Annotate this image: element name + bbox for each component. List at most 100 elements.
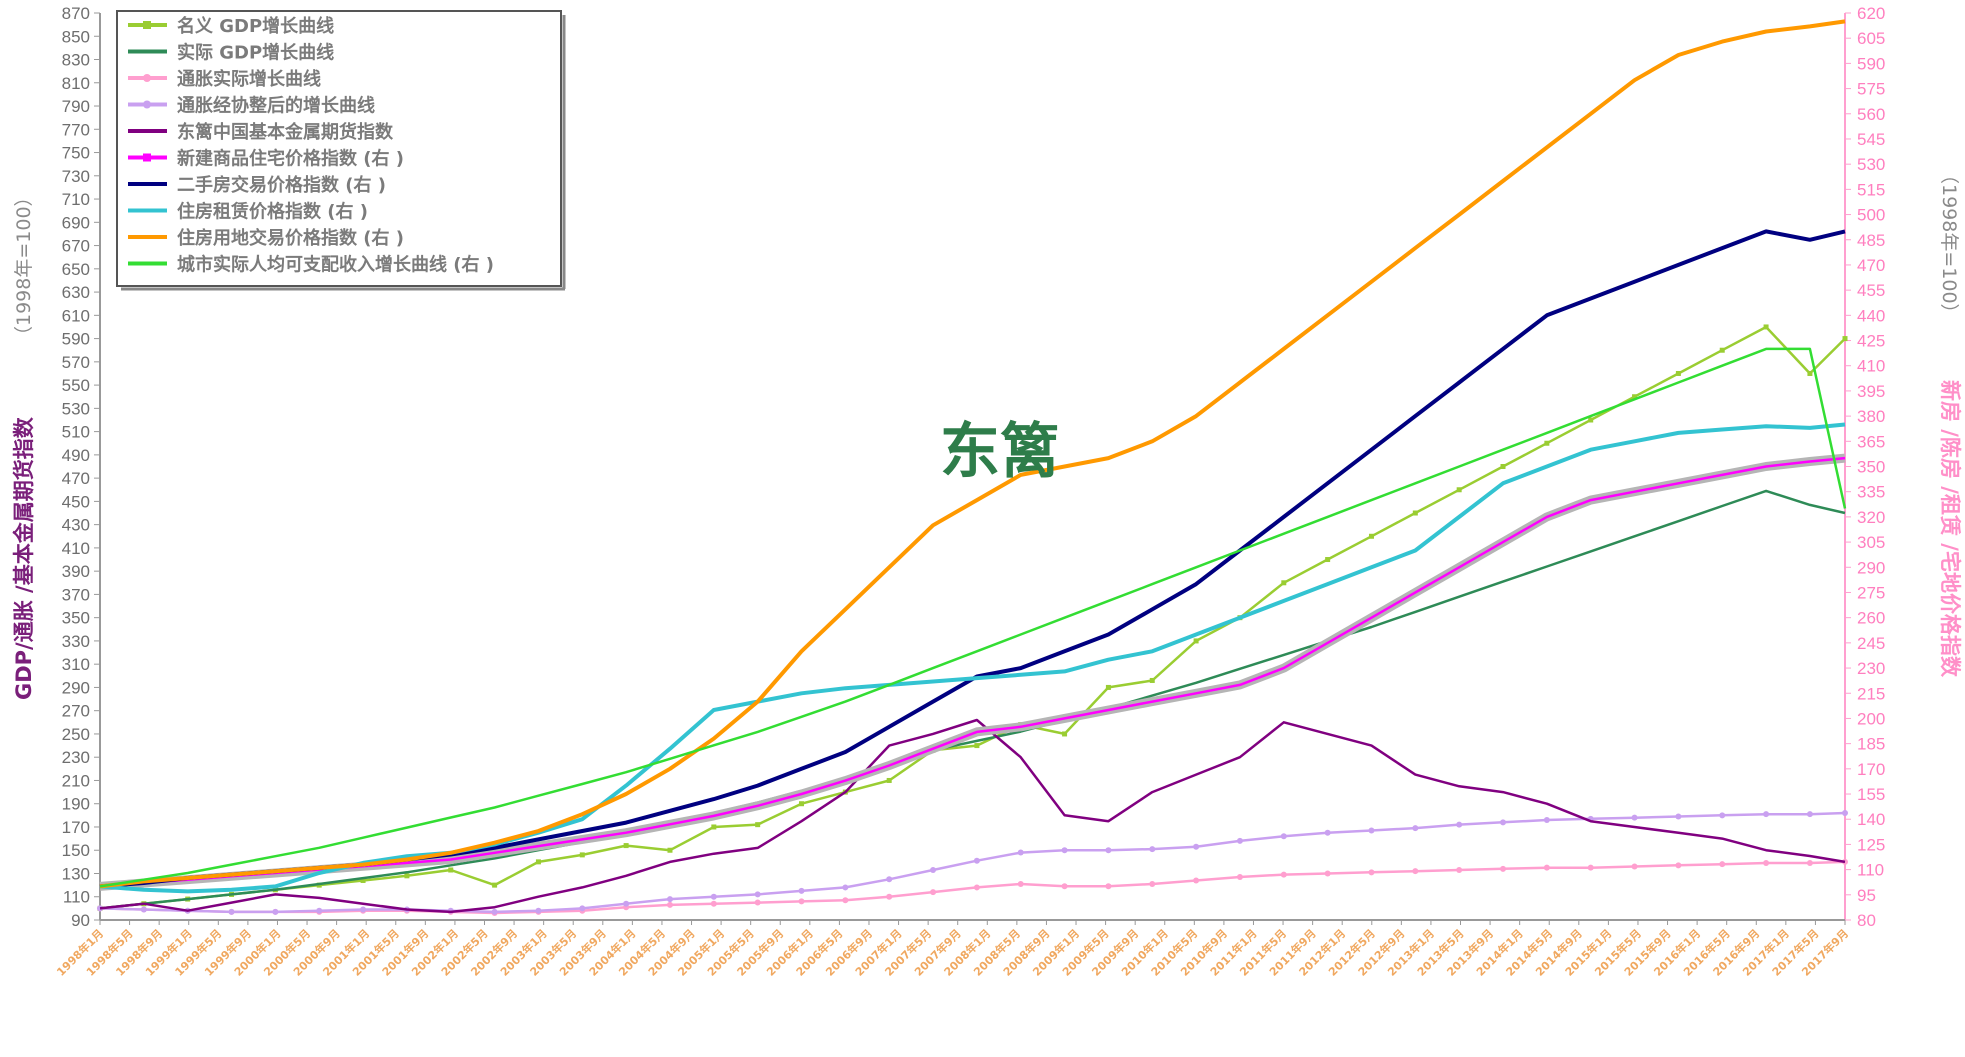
left-axis-title-text: GDP/通胀 /基本金属期货指数	[12, 416, 36, 700]
series-line	[99, 229, 1846, 889]
left-axis-title: GDP/通胀 /基本金属期货指数	[12, 416, 36, 700]
data-point	[1631, 814, 1638, 821]
data-point	[1719, 861, 1726, 868]
data-point	[1062, 731, 1068, 737]
legend-label: 东篱中国基本金属期货指数	[177, 121, 394, 143]
data-point	[448, 867, 454, 873]
data-point	[1543, 816, 1550, 823]
series-8	[99, 19, 1846, 889]
series-line	[99, 456, 1846, 888]
left-tick-label: 810	[62, 74, 90, 93]
data-point	[1543, 864, 1550, 871]
right-axis-subtitle-text: （1998年=100）	[1938, 165, 1960, 323]
legend-marker	[143, 100, 151, 109]
data-point	[623, 900, 630, 907]
data-point	[1324, 829, 1331, 836]
right-tick-label: 155	[1857, 785, 1885, 804]
series-5	[99, 453, 1846, 891]
data-point	[1368, 869, 1375, 876]
data-point	[1412, 825, 1419, 832]
legend-marker	[143, 74, 151, 82]
data-point	[1280, 871, 1287, 878]
left-tick-label: 730	[62, 167, 90, 186]
data-point	[754, 899, 761, 906]
data-point	[667, 847, 673, 853]
left-tick-label: 310	[62, 655, 90, 674]
left-tick-label: 390	[62, 562, 90, 581]
data-point	[710, 893, 717, 900]
data-point	[886, 876, 893, 883]
legend-label: 城市实际人均可支配收入增长曲线 (右 )	[177, 254, 494, 276]
data-point	[1544, 440, 1550, 446]
data-point	[492, 882, 498, 888]
data-point	[1105, 883, 1112, 890]
right-tick-label: 620	[1857, 4, 1885, 23]
series-3	[97, 810, 1848, 915]
data-point	[1763, 811, 1770, 818]
right-tick-label: 320	[1857, 508, 1885, 527]
left-tick-label: 790	[62, 97, 90, 116]
data-point	[316, 907, 323, 914]
left-tick-label: 690	[62, 213, 90, 232]
data-point	[973, 857, 980, 864]
legend-label: 住房租赁价格指数 (右 )	[177, 201, 368, 223]
left-tick-label: 190	[62, 795, 90, 814]
left-tick-label: 710	[62, 190, 90, 209]
data-point	[1193, 843, 1200, 850]
data-point	[842, 897, 849, 904]
data-point	[973, 884, 980, 891]
legend-marker	[143, 21, 151, 29]
right-tick-label: 560	[1857, 105, 1885, 124]
data-point	[930, 889, 937, 896]
data-point	[1325, 557, 1331, 563]
data-point	[1368, 533, 1374, 539]
right-tick-label: 110	[1857, 861, 1884, 880]
data-point	[1061, 847, 1068, 854]
data-point	[1675, 813, 1682, 820]
data-point	[1149, 677, 1155, 683]
left-tick-label: 450	[62, 492, 90, 511]
series-4	[99, 718, 1846, 914]
series-line	[99, 489, 1846, 910]
left-tick-label: 850	[62, 27, 90, 46]
left-axis-subtitle: （1998年=100）	[13, 187, 35, 345]
data-point	[1193, 638, 1199, 644]
data-point	[754, 891, 761, 898]
legend-label: 通胀经协整后的增长曲线	[177, 95, 375, 117]
data-point	[1456, 821, 1463, 828]
right-tick-label: 260	[1857, 609, 1885, 628]
left-y-axis: 90 110 130 150 170 190 210 230 250 270 290 310 330 35…	[62, 4, 100, 930]
data-point	[1193, 877, 1200, 884]
right-tick-label: 185	[1857, 735, 1885, 754]
data-point	[360, 906, 367, 913]
data-point	[272, 908, 279, 915]
left-tick-label: 270	[62, 702, 90, 721]
data-point	[1280, 833, 1287, 840]
right-axis-title-text: 新房 /陈房 /租赁 /宅地价格指数	[1938, 380, 1962, 678]
data-point	[1368, 827, 1375, 834]
left-tick-label: 130	[62, 864, 90, 883]
data-point	[666, 901, 673, 908]
data-point	[842, 884, 849, 891]
data-point	[1412, 868, 1419, 875]
data-point	[1806, 811, 1813, 818]
legend-label: 新建商品住宅价格指数 (右 )	[177, 148, 404, 170]
data-point	[1105, 684, 1111, 690]
left-tick-label: 670	[62, 237, 90, 256]
right-tick-label: 140	[1857, 810, 1885, 829]
right-tick-label: 470	[1857, 256, 1885, 275]
right-tick-label: 425	[1857, 332, 1885, 351]
data-point	[886, 777, 892, 783]
left-tick-label: 570	[62, 353, 90, 372]
right-tick-label: 605	[1857, 29, 1885, 48]
right-axis-subtitle: （1998年=100）	[1938, 165, 1960, 323]
series-line	[99, 422, 1846, 894]
data-point	[1412, 510, 1418, 516]
data-point	[1500, 464, 1506, 469]
data-point	[1842, 336, 1848, 342]
data-point	[360, 877, 366, 883]
series-line	[99, 347, 1847, 888]
x-axis: 1998年1月1998年5月1998年9月1999年1月1999年5月1999年…	[54, 920, 1851, 979]
right-axis-title: 新房 /陈房 /租赁 /宅地价格指数	[1938, 380, 1962, 678]
